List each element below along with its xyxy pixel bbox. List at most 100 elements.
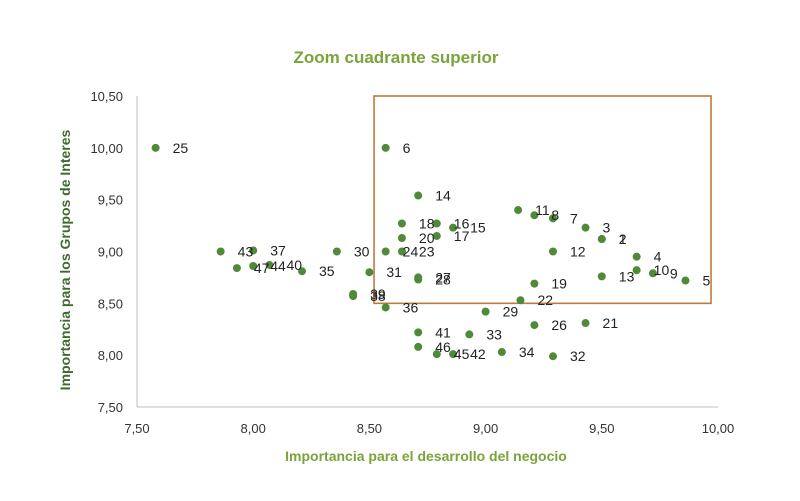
data-point-label: 40 [286, 257, 302, 273]
data-point-label: 14 [435, 188, 451, 204]
data-point [465, 330, 474, 339]
data-point-label: 2 [619, 231, 627, 247]
data-point-label: 15 [470, 220, 486, 236]
highlight-region [373, 95, 712, 305]
data-point [581, 223, 590, 232]
data-point-label: 28 [435, 271, 451, 287]
y-axis-ticks: 7,50 8,00 8,50 9,00 9,50 10,00 10,50 [90, 89, 123, 415]
x-tick-label: 8,00 [241, 421, 266, 436]
data-point [681, 276, 690, 285]
data-point [349, 290, 358, 299]
data-point-label: 38 [370, 288, 386, 304]
data-point [530, 211, 539, 220]
data-point [216, 247, 225, 256]
x-axis-ticks: 7,50 8,00 8,50 9,00 9,50 10,00 [124, 421, 734, 436]
data-point [298, 267, 307, 276]
data-point-label: 19 [551, 276, 567, 292]
x-tick-label: 9,00 [473, 421, 498, 436]
y-tick-label: 9,50 [98, 193, 123, 208]
data-point [648, 269, 657, 278]
data-point-label: 34 [519, 344, 535, 360]
data-point [381, 143, 390, 152]
data-point [381, 303, 390, 312]
data-point [332, 247, 341, 256]
x-tick-label: 10,00 [702, 421, 735, 436]
data-point-label: 44 [270, 258, 286, 274]
data-point-label: 35 [319, 263, 335, 279]
y-tick-label: 8,50 [98, 296, 123, 311]
data-point-label: 1 [619, 231, 627, 247]
data-point [530, 321, 539, 330]
data-point [514, 206, 523, 215]
data-point-label: 22 [537, 292, 553, 308]
data-point-label: 5 [702, 273, 710, 289]
data-point-label: 46 [435, 339, 451, 355]
data-point-label: 30 [354, 244, 370, 260]
data-point-label: 36 [403, 299, 419, 315]
data-point [397, 219, 406, 228]
data-point [365, 268, 374, 277]
data-point [432, 219, 441, 228]
data-point [581, 319, 590, 328]
y-axis-title: Importancia para los Grupos de Interes [57, 129, 73, 390]
data-point [414, 328, 423, 337]
data-point-label: 8 [551, 207, 559, 223]
x-tick-label: 8,50 [357, 421, 382, 436]
data-point [449, 223, 458, 232]
data-point-label: 29 [503, 304, 519, 320]
data-point-label: 6 [403, 140, 411, 156]
data-point-label: 45 [454, 346, 470, 362]
data-point [632, 252, 641, 261]
chart-title: Zoom cuadrante superior [294, 48, 499, 67]
data-point [548, 214, 557, 223]
data-point-label: 17 [454, 228, 470, 244]
y-tick-label: 7,50 [98, 400, 123, 415]
data-point-label: 42 [470, 346, 486, 362]
data-point [414, 191, 423, 200]
data-point [632, 266, 641, 275]
data-point-label: 18 [419, 216, 435, 232]
x-tick-label: 7,50 [124, 421, 149, 436]
data-point-label: 16 [454, 216, 470, 232]
data-point [249, 246, 258, 255]
data-point-label: 4 [654, 249, 662, 265]
data-point [249, 262, 258, 271]
y-tick-label: 10,50 [90, 89, 123, 104]
data-point-label: 13 [619, 268, 635, 284]
data-point-label: 43 [238, 244, 254, 260]
data-point [397, 247, 406, 256]
data-point [548, 247, 557, 256]
data-point [432, 231, 441, 240]
data-point [414, 275, 423, 284]
y-tick-label: 10,00 [90, 141, 123, 156]
data-point-label: 3 [603, 220, 611, 236]
data-point [597, 272, 606, 281]
data-point [397, 234, 406, 243]
data-point-label: 11 [535, 202, 550, 218]
data-point-label: 9 [670, 265, 678, 281]
data-point-label: 21 [603, 315, 619, 331]
y-tick-label: 9,00 [98, 245, 123, 260]
data-point [516, 296, 525, 305]
data-point-label: 26 [551, 317, 567, 333]
data-point-label: 39 [370, 286, 386, 302]
data-point [381, 247, 390, 256]
data-point-label: 31 [386, 264, 402, 280]
data-point [597, 235, 606, 244]
data-points: 1234567891011121314151617181920212223242… [151, 140, 710, 364]
data-point [481, 307, 490, 316]
data-point-label: 7 [570, 210, 578, 226]
data-point [449, 350, 458, 359]
data-point-label: 33 [486, 326, 502, 342]
x-tick-label: 9,50 [589, 421, 614, 436]
data-point-label: 24 [403, 244, 419, 260]
data-point [432, 350, 441, 359]
data-point [548, 352, 557, 361]
data-point [414, 342, 423, 351]
y-tick-label: 8,00 [98, 348, 123, 363]
data-point-label: 47 [254, 260, 270, 276]
data-point-label: 32 [570, 348, 586, 364]
plot-area [136, 95, 718, 408]
data-point [232, 264, 241, 273]
